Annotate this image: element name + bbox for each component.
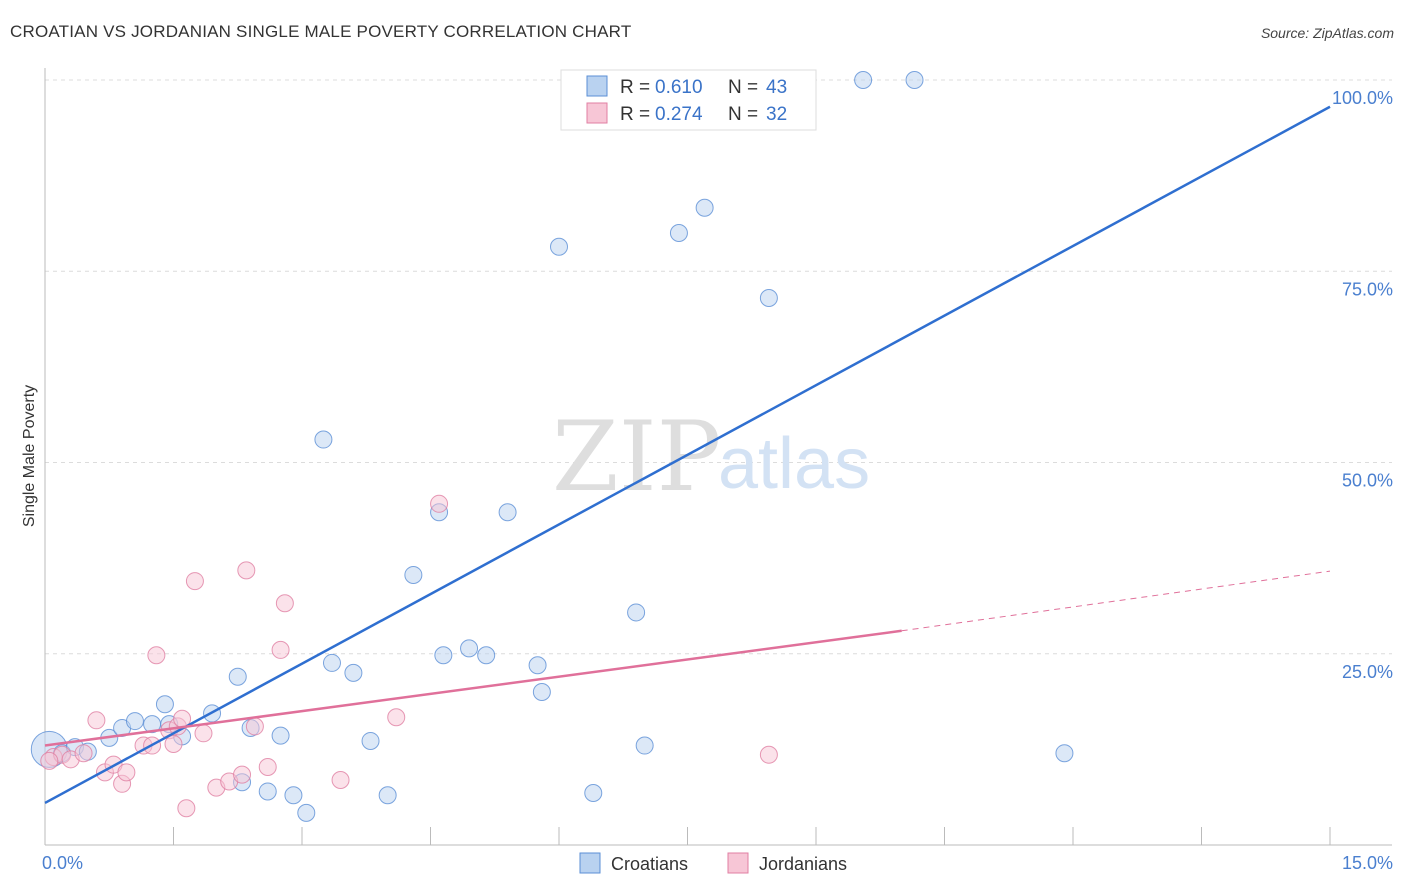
chart-title: CROATIAN VS JORDANIAN SINGLE MALE POVERT… bbox=[10, 22, 632, 41]
jordanian-point bbox=[331, 770, 350, 789]
croatian-point bbox=[1055, 744, 1074, 763]
watermark-zip: ZIP bbox=[552, 401, 721, 513]
croatian-point bbox=[627, 603, 646, 622]
y-tick-label-1: 50.0% bbox=[1342, 471, 1393, 491]
croatian-point bbox=[434, 646, 453, 665]
y-tick-label-2: 75.0% bbox=[1342, 279, 1393, 299]
jordanian-point bbox=[245, 717, 264, 736]
croatian-point bbox=[155, 695, 174, 714]
grid-lines bbox=[45, 79, 1392, 655]
jordanian-point bbox=[74, 744, 93, 763]
croatian-point bbox=[550, 237, 568, 256]
x-tick-labels: 0.0% 15.0% bbox=[42, 853, 1393, 873]
croatian-point bbox=[854, 71, 873, 89]
jordanian-point bbox=[147, 646, 166, 665]
legend-n-label-1: N = bbox=[728, 104, 758, 125]
croatian-point bbox=[759, 289, 778, 308]
y-axis-label: Single Male Poverty bbox=[21, 385, 38, 527]
jordanian-point bbox=[177, 799, 196, 818]
jordanian-point bbox=[40, 751, 59, 770]
jordanian-point bbox=[430, 494, 449, 513]
croatian-point bbox=[695, 198, 714, 217]
croatian-point bbox=[498, 503, 517, 522]
legend-n-value-0: 43 bbox=[766, 77, 787, 98]
croatian-point bbox=[635, 736, 654, 755]
legend-swatch-croatians bbox=[586, 75, 608, 97]
jordanian-point bbox=[759, 745, 778, 764]
y-tick-label-0: 25.0% bbox=[1342, 662, 1393, 682]
jordanian-trend-line bbox=[44, 629, 902, 747]
y-tick-labels: 25.0% 50.0% 75.0% 100.0% bbox=[1332, 88, 1393, 682]
legend-r-label-1: R = bbox=[620, 104, 650, 125]
croatian-point bbox=[271, 726, 290, 745]
jordanian-point bbox=[271, 640, 290, 659]
watermark-atlas: atlas bbox=[718, 424, 870, 504]
jordanian-point bbox=[117, 763, 136, 782]
croatian-point bbox=[284, 786, 303, 805]
croatian-point bbox=[532, 683, 551, 701]
watermark: ZIP atlas bbox=[552, 401, 870, 513]
croatian-point bbox=[460, 639, 479, 658]
y-tick-label-3: 100.0% bbox=[1332, 88, 1393, 108]
croatian-point bbox=[125, 712, 144, 731]
jordanian-trend-extension bbox=[901, 570, 1331, 632]
legend-swatch-jordanians bbox=[586, 102, 608, 124]
jordanian-point bbox=[87, 711, 106, 730]
x-tick-label-1: 15.0% bbox=[1342, 853, 1393, 873]
x-tick-label-0: 0.0% bbox=[42, 853, 83, 873]
jordanian-point bbox=[275, 594, 294, 613]
croatian-point bbox=[404, 565, 423, 584]
croatian-point bbox=[297, 803, 316, 822]
croatian-point bbox=[378, 786, 397, 805]
croatian-point bbox=[228, 667, 247, 686]
croatian-point bbox=[477, 646, 496, 665]
croatian-trend-line bbox=[44, 105, 1331, 805]
croatian-point bbox=[361, 731, 380, 750]
jordanian-point bbox=[258, 757, 277, 776]
croatian-point bbox=[584, 783, 603, 802]
stats-legend: R = 0.610 N = 43 R = 0.274 N = 32 bbox=[560, 69, 817, 131]
legend-r-label-0: R = bbox=[620, 77, 650, 98]
jordanian-point bbox=[237, 561, 256, 580]
croatian-point bbox=[314, 430, 333, 449]
trend-lines bbox=[44, 105, 1331, 805]
croatian-point bbox=[905, 71, 924, 89]
croatian-point bbox=[258, 782, 277, 801]
axes bbox=[44, 68, 1392, 846]
jordanian-point bbox=[185, 572, 204, 591]
legend-r-value-1: 0.274 bbox=[655, 104, 703, 125]
jordanian-point bbox=[387, 708, 406, 727]
jordanian-point bbox=[164, 735, 183, 754]
series-legend: Croatians Jordanians bbox=[579, 852, 847, 874]
croatian-point bbox=[669, 224, 688, 242]
bottom-legend-croatians: Croatians bbox=[611, 854, 688, 874]
croatian-point bbox=[344, 663, 363, 682]
legend-n-label-0: N = bbox=[728, 77, 758, 98]
bottom-legend-swatch-croatians bbox=[579, 852, 601, 874]
bottom-legend-swatch-jordanians bbox=[727, 852, 749, 874]
source-label: Source: ZipAtlas.com bbox=[1260, 25, 1394, 41]
croatian-point bbox=[322, 653, 341, 672]
legend-n-value-1: 32 bbox=[766, 104, 787, 125]
croatian-point bbox=[528, 656, 547, 675]
jordanian-point bbox=[233, 765, 252, 784]
jordanian-point bbox=[194, 724, 213, 743]
bottom-legend-jordanians: Jordanians bbox=[759, 854, 847, 874]
legend-r-value-0: 0.610 bbox=[655, 77, 703, 98]
